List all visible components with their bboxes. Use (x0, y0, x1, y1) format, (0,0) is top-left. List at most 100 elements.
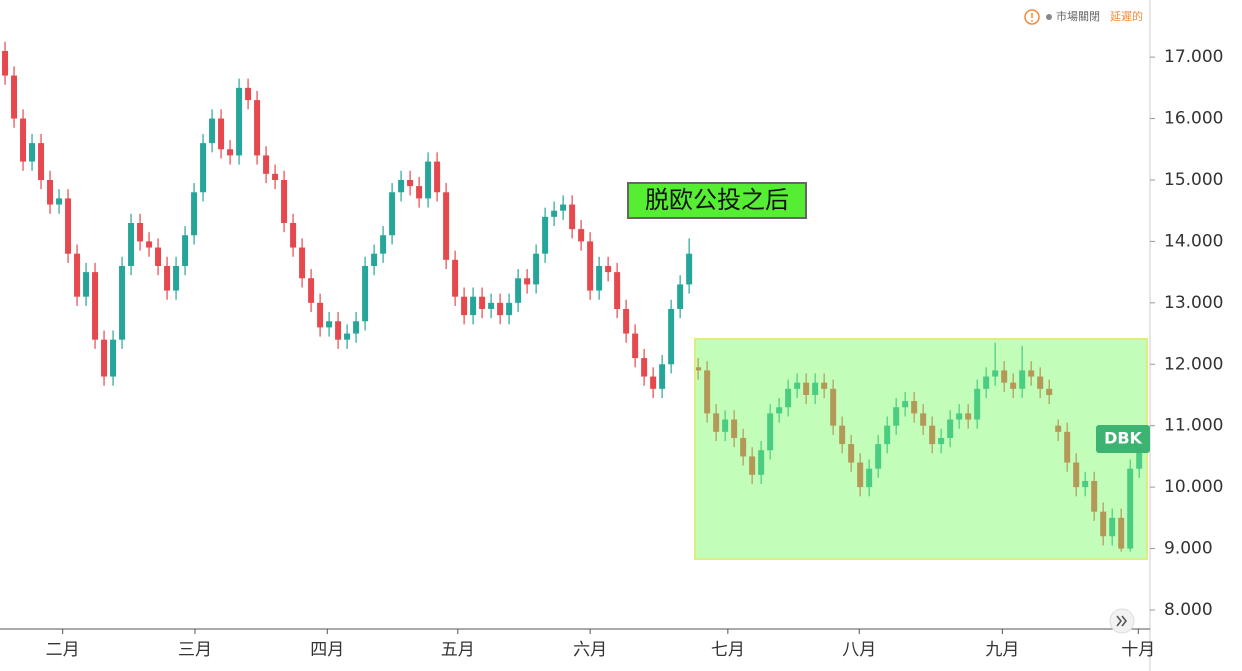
candle-body (227, 149, 234, 156)
candle-body (767, 413, 774, 451)
candle-body (389, 192, 396, 236)
candle-body (83, 272, 90, 297)
candle-body (1082, 480, 1089, 488)
candle-body (542, 216, 549, 254)
candle-body (362, 265, 369, 322)
x-tick-label: 五月 (441, 640, 475, 660)
candle-body (209, 118, 216, 144)
candle-body (2, 50, 9, 76)
candle-body (677, 284, 684, 309)
candle-body (632, 333, 639, 359)
y-tick-label: 14.000 (1164, 231, 1223, 251)
candle-body (1037, 376, 1044, 389)
warning-icon-dot (1031, 20, 1033, 22)
candle-body (641, 358, 648, 377)
candle-body (380, 235, 387, 254)
candle-body (416, 186, 423, 199)
y-tick-label: 17.000 (1164, 47, 1223, 67)
candle-body (605, 265, 612, 273)
candle-body (956, 413, 963, 420)
candle-body (263, 155, 270, 174)
candle-body (398, 179, 405, 193)
x-tick-label: 七月 (711, 640, 745, 660)
candle-body (722, 419, 729, 432)
candle-body (731, 419, 738, 438)
candle-body (29, 143, 36, 162)
candle-body (137, 222, 144, 242)
candle-body (866, 468, 873, 488)
candle-body (1019, 370, 1026, 389)
candle-body (1109, 517, 1116, 537)
x-tick-label: 四月 (310, 640, 344, 660)
candle-body (452, 259, 459, 297)
candle-body (290, 222, 297, 248)
candle-body (353, 321, 360, 334)
candle-body (1001, 370, 1008, 383)
candle-body (1028, 370, 1035, 377)
candle-body (533, 253, 540, 285)
candle-body (191, 192, 198, 236)
candle-body (848, 444, 855, 463)
candle-body (344, 333, 351, 340)
x-tick-label: 九月 (985, 640, 1019, 660)
candle-body (614, 272, 621, 309)
candle-body (407, 179, 414, 187)
candle-body (101, 339, 108, 377)
x-tick-label: 二月 (46, 640, 80, 660)
candle-body (497, 302, 504, 316)
candle-body (1073, 462, 1080, 488)
warning-icon (1024, 9, 1040, 25)
candle-body (317, 302, 324, 328)
symbol: DBK (1104, 429, 1142, 448)
candle-body (569, 204, 576, 230)
candle-body (884, 425, 891, 445)
candle-body (704, 370, 711, 414)
highlight-box (694, 338, 1148, 560)
candle-body (965, 413, 972, 420)
candle-body (146, 241, 153, 248)
annotation: 脱欧公投之后 (645, 186, 789, 214)
candle-body (974, 388, 981, 420)
candle-body (38, 143, 45, 180)
y-tick-label: 12.000 (1164, 354, 1223, 374)
candle-body (776, 407, 783, 414)
y-tick-label: 16.000 (1164, 109, 1223, 129)
candle-body (560, 204, 567, 211)
candle-body (1091, 480, 1098, 512)
y-tick-label: 10.000 (1164, 477, 1223, 497)
candle-body (803, 382, 810, 395)
candle-body (245, 87, 252, 101)
candle-body (920, 413, 927, 426)
candle-body (461, 296, 468, 316)
candle-body (992, 370, 999, 377)
candle-body (200, 143, 207, 193)
candle-body (281, 179, 288, 223)
candle-body (506, 302, 513, 316)
candle-body (182, 235, 189, 266)
symbol-tag (1096, 425, 1150, 453)
candle-body (515, 278, 522, 303)
candle-body (299, 247, 306, 279)
candle-body (929, 425, 936, 445)
candles (2, 41, 1143, 552)
candle-body (758, 450, 765, 475)
candle-body (578, 229, 585, 242)
delay[interactable]: 延遲的 (1110, 9, 1143, 23)
candle-body (650, 376, 657, 389)
candle-body (839, 425, 846, 445)
candle-body (371, 253, 378, 266)
candle-body (983, 376, 990, 389)
candle-body (425, 161, 432, 199)
candle-body (785, 388, 792, 408)
candle-body (1127, 468, 1134, 549)
candle-body (488, 302, 495, 309)
candle-body (794, 382, 801, 389)
annotation-box (627, 182, 807, 219)
candle-body (686, 253, 693, 285)
candle-body (1055, 425, 1062, 432)
candle-body (155, 247, 162, 266)
candle-body (587, 241, 594, 291)
candle-body (326, 321, 333, 328)
candle-body (812, 382, 819, 395)
